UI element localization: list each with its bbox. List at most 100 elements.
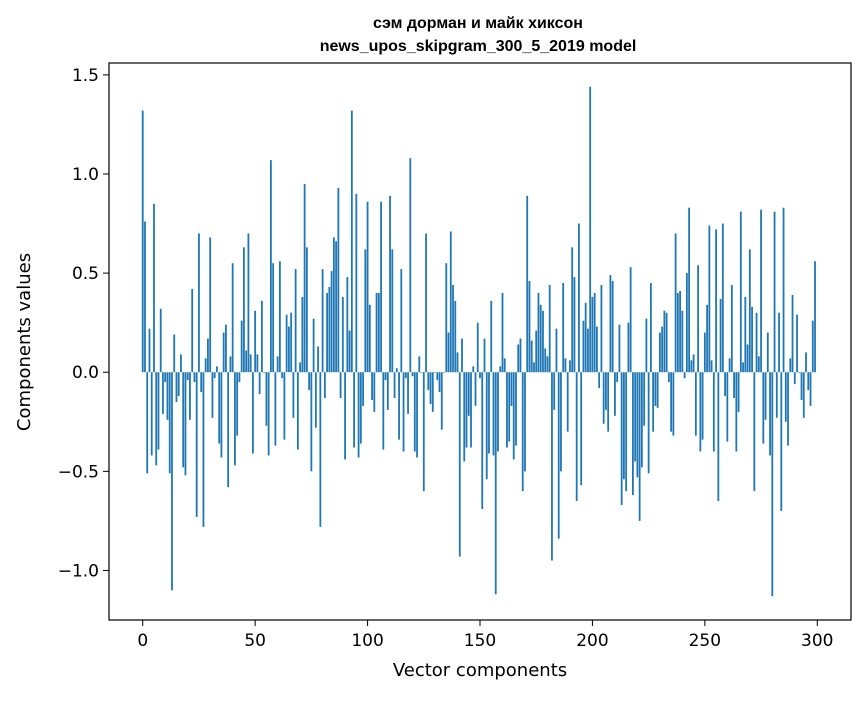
bar [440, 372, 443, 430]
bar [645, 318, 648, 373]
bar [764, 372, 767, 420]
bar [292, 372, 295, 418]
bar [694, 372, 697, 436]
bar [674, 233, 677, 373]
bar [391, 249, 394, 373]
bar [584, 302, 587, 373]
bar [398, 372, 400, 440]
bar [793, 372, 796, 385]
bar [652, 372, 655, 432]
bar [285, 314, 288, 373]
bar [814, 261, 816, 373]
bar [155, 372, 158, 466]
bar [697, 265, 699, 373]
bar [236, 372, 239, 436]
bar-series [141, 86, 816, 597]
bar [649, 283, 652, 373]
bar [418, 356, 421, 373]
bar [180, 354, 182, 373]
bar [431, 372, 434, 412]
bar [218, 372, 221, 444]
bar [701, 372, 704, 440]
bar [582, 320, 585, 373]
y-tick-label: −0.5 [58, 462, 99, 482]
bar [488, 372, 490, 454]
bar [811, 320, 814, 373]
bar [472, 366, 475, 373]
bar [191, 288, 194, 373]
bar [575, 372, 578, 502]
bar [359, 372, 362, 444]
bar [551, 372, 553, 561]
bar [553, 372, 556, 410]
bar [425, 233, 427, 373]
bar [429, 372, 432, 404]
bar [506, 372, 508, 448]
bar [252, 372, 254, 454]
bar [335, 241, 337, 373]
bar [670, 372, 673, 432]
bar [665, 312, 668, 373]
x-tick-label: 200 [576, 631, 608, 651]
bar [798, 372, 801, 373]
bar [254, 310, 257, 373]
bar [762, 372, 765, 444]
bar [166, 372, 169, 420]
bar [159, 308, 162, 373]
bar [263, 372, 266, 373]
bar [757, 356, 760, 373]
bar [638, 372, 641, 521]
bar [605, 372, 607, 410]
bar [807, 372, 810, 391]
bar [557, 372, 560, 539]
bar [751, 306, 753, 373]
bar [202, 372, 205, 527]
bar [177, 372, 180, 397]
bar [470, 372, 472, 448]
bar [350, 110, 353, 373]
bar [348, 330, 351, 373]
bar [328, 286, 331, 373]
bar [337, 187, 340, 373]
bar [249, 354, 252, 373]
bar [499, 366, 502, 373]
bar [503, 358, 506, 373]
bar [377, 292, 380, 373]
bar [278, 261, 281, 373]
bar [544, 348, 547, 373]
bar [787, 372, 789, 446]
bar [200, 372, 203, 393]
bar [312, 318, 315, 373]
bar [533, 362, 535, 373]
bar [728, 358, 731, 373]
y-tick-label: 1.5 [72, 66, 99, 86]
bar [596, 326, 598, 373]
bar [481, 372, 484, 509]
bar [539, 304, 542, 373]
bar [148, 328, 151, 373]
bar [607, 372, 610, 432]
bar [319, 372, 322, 527]
bar [364, 249, 367, 373]
bar [171, 372, 173, 591]
bar [719, 298, 722, 373]
bar [627, 322, 630, 373]
bar [726, 372, 729, 442]
bar [685, 273, 688, 373]
bar [625, 372, 628, 492]
bar [679, 290, 682, 373]
bar [692, 354, 695, 373]
bar [463, 372, 466, 462]
bar [494, 372, 497, 595]
bar [317, 346, 320, 373]
bar [409, 158, 412, 373]
bar [782, 207, 785, 373]
bar [658, 332, 661, 373]
bar [258, 372, 261, 395]
bar [528, 281, 531, 373]
bar [663, 310, 666, 373]
bar [519, 338, 522, 373]
bar [454, 300, 457, 373]
bar [371, 372, 373, 400]
